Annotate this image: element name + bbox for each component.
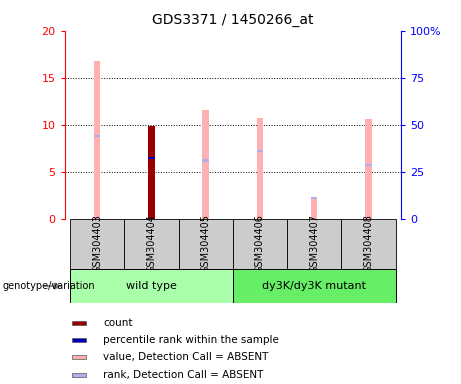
Text: rank, Detection Call = ABSENT: rank, Detection Call = ABSENT <box>103 370 264 380</box>
Bar <box>72 355 86 359</box>
Bar <box>178 219 233 269</box>
Text: value, Detection Call = ABSENT: value, Detection Call = ABSENT <box>103 352 269 362</box>
Bar <box>233 269 396 303</box>
Bar <box>202 159 209 162</box>
Bar <box>287 219 341 269</box>
Text: count: count <box>103 318 133 328</box>
Text: genotype/variation: genotype/variation <box>2 281 95 291</box>
Bar <box>148 157 154 159</box>
Bar <box>94 135 100 137</box>
Bar <box>311 197 318 199</box>
Bar <box>70 219 124 269</box>
Bar <box>148 126 154 219</box>
Text: GSM304408: GSM304408 <box>364 214 373 273</box>
Bar <box>311 198 318 219</box>
Text: percentile rank within the sample: percentile rank within the sample <box>103 335 279 345</box>
Text: GSM304403: GSM304403 <box>92 214 102 273</box>
Bar <box>341 219 396 269</box>
Bar <box>233 219 287 269</box>
Text: wild type: wild type <box>126 281 177 291</box>
Bar <box>365 119 372 219</box>
Text: GSM304405: GSM304405 <box>201 214 211 273</box>
Bar <box>94 61 100 219</box>
Bar <box>257 150 263 152</box>
Bar <box>72 321 86 326</box>
Bar <box>72 338 86 342</box>
Bar <box>72 373 86 377</box>
Bar <box>124 219 178 269</box>
Bar <box>70 269 233 303</box>
Bar <box>257 118 263 219</box>
Text: GSM304404: GSM304404 <box>147 214 156 273</box>
Text: GSM304407: GSM304407 <box>309 214 319 273</box>
Text: dy3K/dy3K mutant: dy3K/dy3K mutant <box>262 281 366 291</box>
Title: GDS3371 / 1450266_at: GDS3371 / 1450266_at <box>152 13 313 27</box>
Text: GSM304406: GSM304406 <box>255 214 265 273</box>
Bar <box>202 110 209 219</box>
Bar <box>365 164 372 166</box>
